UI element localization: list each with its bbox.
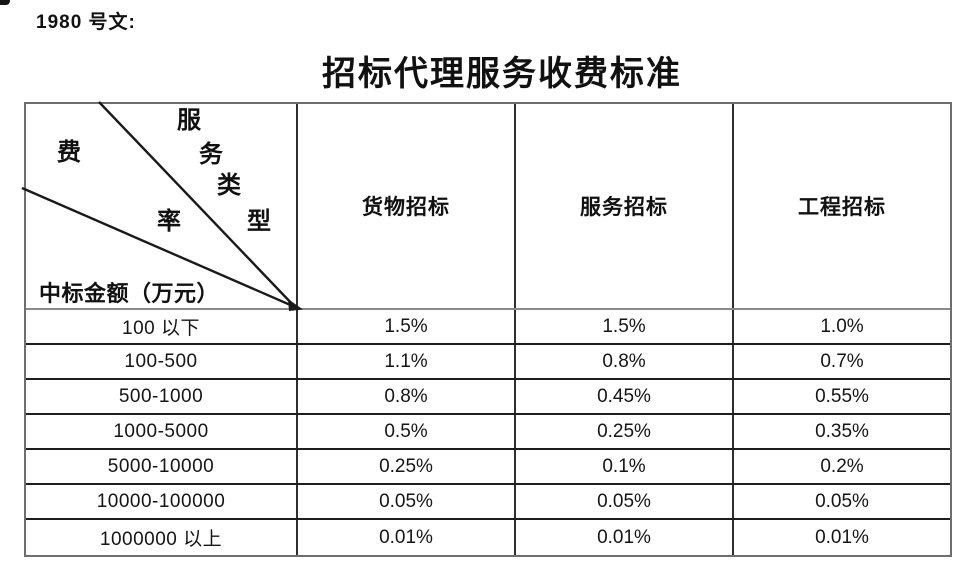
table-row: 1000000 以上 0.01% 0.01% 0.01% <box>26 520 950 555</box>
table-header-row: 服 务 类 型 费 率 中标金额（万元） 货物招标 服务招标 工程招标 <box>21 101 950 311</box>
rate-cell: 0.05% <box>516 485 734 518</box>
rate-cell: 0.8% <box>298 380 516 413</box>
column-header-engineering: 工程招标 <box>798 195 886 219</box>
rate-cell: 1.5% <box>516 310 734 343</box>
rate-cell: 1.1% <box>298 345 516 378</box>
corner-label-service-char1: 服 <box>177 108 201 134</box>
document-reference: 1980 号文: <box>36 12 136 33</box>
rate-cell: 0.01% <box>815 526 869 548</box>
amount-range-cell: 100 以下 <box>26 310 298 343</box>
rate-cell: 1.0% <box>820 315 864 337</box>
amount-range-cell: 1000000 以上 <box>26 520 298 555</box>
amount-range-cell: 10000-100000 <box>26 485 298 518</box>
column-header-goods: 货物招标 <box>298 104 516 308</box>
corner-label-fee-char1: 费 <box>57 140 81 166</box>
rate-cell: 0.25% <box>298 450 516 483</box>
table-row: 100-500 1.1% 0.8% 0.7% <box>26 345 950 380</box>
corner-label-amount-axis: 中标金额（万元） <box>39 281 220 306</box>
rate-cell: 0.01% <box>298 520 516 555</box>
rate-cell: 0.1% <box>516 450 734 483</box>
page-corner-artifact <box>0 0 10 5</box>
corner-label-service-char4: 型 <box>247 209 271 235</box>
amount-range-cell: 5000-10000 <box>26 450 298 483</box>
corner-label-service-char3: 类 <box>217 173 241 199</box>
diagonal-divider-lines <box>21 101 303 311</box>
table-row: 10000-100000 0.05% 0.05% 0.05% <box>26 485 950 520</box>
rate-cell: 0.35% <box>815 420 869 442</box>
table-row: 100 以下 1.5% 1.5% 1.0% <box>26 310 950 345</box>
arrow-tip-icon <box>288 299 303 311</box>
rate-cell: 0.25% <box>516 415 734 448</box>
rate-cell: 0.8% <box>516 345 734 378</box>
amount-range-cell: 500-1000 <box>26 380 298 413</box>
rate-cell: 0.45% <box>516 380 734 413</box>
rate-cell: 0.2% <box>820 455 864 477</box>
corner-label-fee-char2: 率 <box>157 209 181 235</box>
fee-rate-table: 服 务 类 型 费 率 中标金额（万元） 货物招标 服务招标 工程招标 100 … <box>21 101 952 557</box>
corner-label-service-char2: 务 <box>199 142 223 168</box>
table-row: 1000-5000 0.5% 0.25% 0.35% <box>26 415 950 450</box>
rate-cell: 0.05% <box>815 490 869 512</box>
amount-range-cell: 100-500 <box>26 345 298 378</box>
rate-cell: 0.5% <box>298 415 516 448</box>
diagonal-corner-cell: 服 务 类 型 费 率 中标金额（万元） <box>21 101 303 311</box>
rate-cell: 0.55% <box>815 385 869 407</box>
rate-cell: 0.05% <box>298 485 516 518</box>
amount-range-cell: 1000-5000 <box>26 415 298 448</box>
rate-cell: 0.01% <box>516 520 734 555</box>
page-title: 招标代理服务收费标准 <box>322 56 682 93</box>
rate-cell: 1.5% <box>298 310 516 343</box>
rate-cell: 0.7% <box>820 350 864 372</box>
column-header-service: 服务招标 <box>516 104 734 308</box>
table-row: 500-1000 0.8% 0.45% 0.55% <box>26 380 950 415</box>
table-row: 5000-10000 0.25% 0.1% 0.2% <box>26 450 950 485</box>
